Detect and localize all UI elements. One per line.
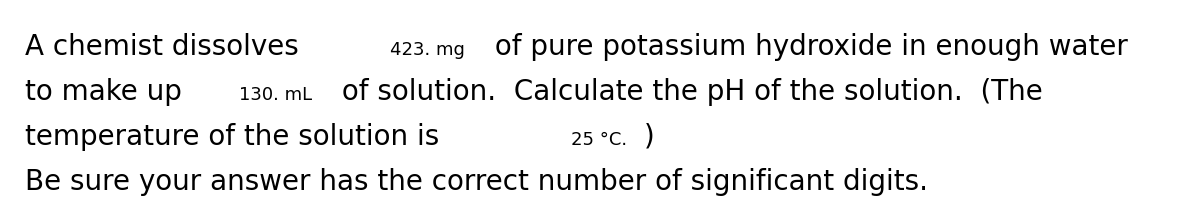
Text: of pure potassium hydroxide in enough water: of pure potassium hydroxide in enough wa… — [486, 33, 1128, 61]
Text: temperature of the solution is: temperature of the solution is — [25, 123, 448, 151]
Text: 423. mg: 423. mg — [390, 41, 464, 59]
Text: A chemist dissolves: A chemist dissolves — [25, 33, 307, 61]
Text: ): ) — [643, 123, 654, 151]
Text: to make up: to make up — [25, 78, 191, 106]
Text: Be sure your answer has the correct number of significant digits.: Be sure your answer has the correct numb… — [25, 168, 928, 196]
Text: 130. mL: 130. mL — [239, 86, 312, 104]
Text: of solution.  Calculate the pH of the solution.  (The: of solution. Calculate the pH of the sol… — [334, 78, 1043, 106]
Text: 25 °C.: 25 °C. — [571, 131, 628, 149]
